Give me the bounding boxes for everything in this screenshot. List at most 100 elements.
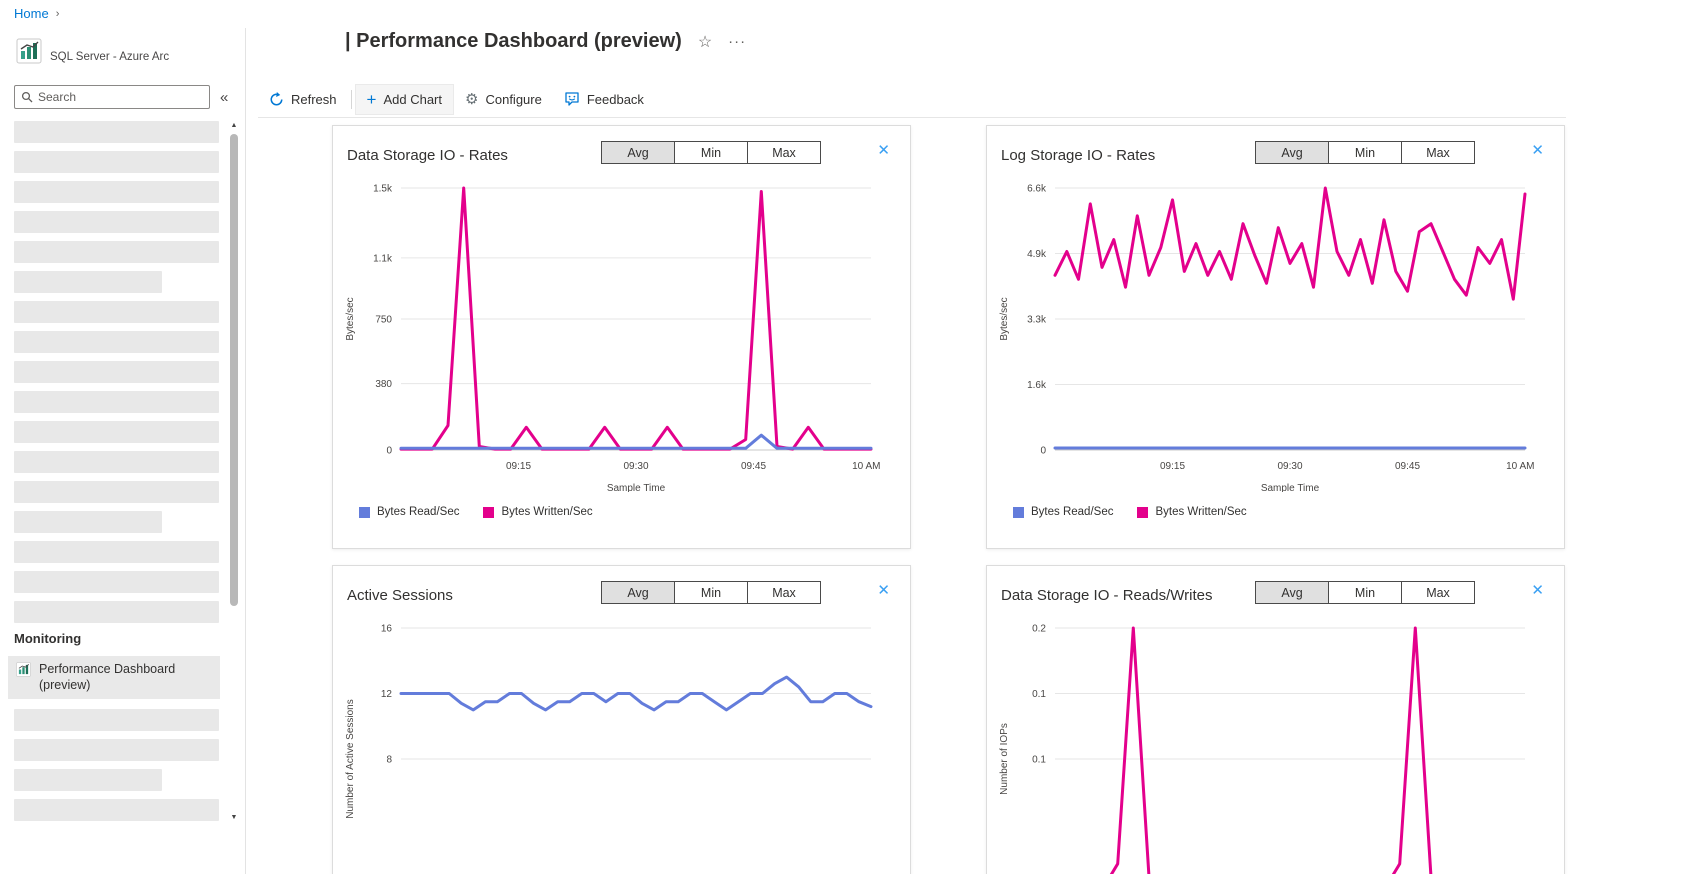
breadcrumb-chevron-icon: › (55, 7, 60, 20)
svg-text:Sample Time: Sample Time (607, 483, 666, 492)
configure-label: Configure (485, 91, 542, 107)
svg-text:0.2: 0.2 (1032, 624, 1046, 635)
min-button[interactable]: Min (674, 581, 748, 604)
nav-skeleton-item (14, 739, 219, 762)
sidebar-nav-list: Monitoring Performance Dashboard (previe… (8, 121, 220, 829)
svg-text:Number of IOPs: Number of IOPs (999, 723, 1010, 795)
nav-skeleton-item (14, 241, 219, 263)
legend-label: Bytes Read/Sec (1031, 506, 1114, 518)
avg-button[interactable]: Avg (1255, 581, 1329, 604)
chart-card-active-sessions: Active Sessions Avg Min Max ✕ 16 12 8 Numbe… (332, 565, 911, 874)
legend-item: Bytes Read/Sec (359, 506, 459, 518)
max-button[interactable]: Max (1401, 141, 1475, 164)
svg-text:750: 750 (375, 315, 392, 326)
chart-card-data-storage-io-reads-writes: Data Storage IO - Reads/Writes Avg Min M… (986, 565, 1565, 874)
avg-button[interactable]: Avg (601, 581, 675, 604)
svg-text:1.1k: 1.1k (373, 253, 393, 264)
svg-text:4.9k: 4.9k (1027, 249, 1047, 260)
max-button[interactable]: Max (747, 581, 821, 604)
svg-text:09:15: 09:15 (506, 461, 531, 472)
configure-button[interactable]: ⚙ Configure (454, 84, 553, 115)
chart-title: Data Storage IO - Rates (347, 147, 508, 164)
main-content: | Performance Dashboard (preview) ☆ ··· … (246, 0, 1708, 874)
chart-card-log-storage-io-rates: Log Storage IO - Rates Avg Min Max ✕ 6.6… (986, 125, 1565, 549)
legend-label: Bytes Written/Sec (501, 506, 593, 518)
search-input[interactable] (38, 90, 188, 104)
legend-item: Bytes Written/Sec (1137, 506, 1247, 518)
legend-swatch-blue (1013, 506, 1024, 518)
sidebar: SQL Server - Azure Arc « Monitoring (0, 28, 246, 874)
svg-text:09:30: 09:30 (623, 461, 648, 472)
svg-text:09:45: 09:45 (741, 461, 766, 472)
chart-legend: Bytes Read/Sec Bytes Written/Sec (1013, 506, 1247, 518)
svg-text:8: 8 (386, 755, 392, 766)
page-title: | Performance Dashboard (preview) (345, 30, 682, 52)
aggregation-toggle: Avg Min Max (601, 581, 821, 604)
line-chart: 1.5k 1.1k 750 380 0 09:15 09:30 09:45 10 AM Sampl… (345, 184, 880, 493)
refresh-button[interactable]: Refresh (258, 84, 348, 115)
svg-text:Number of Active Sessions: Number of Active Sessions (345, 699, 356, 819)
scroll-up-icon[interactable]: ▲ (230, 122, 238, 129)
nav-skeleton-item (14, 121, 219, 143)
add-chart-label: Add Chart (383, 91, 443, 107)
line-chart: 0.2 0.1 0.1 Number of IOPs (999, 624, 1525, 874)
scroll-down-icon[interactable]: ▼ (230, 814, 238, 821)
breadcrumb-home-link[interactable]: Home (14, 6, 49, 21)
nav-skeleton-item (14, 391, 219, 413)
min-button[interactable]: Min (674, 141, 748, 164)
resource-title: SQL Server - Azure Arc (50, 51, 170, 63)
avg-button[interactable]: Avg (1255, 141, 1329, 164)
nav-skeleton-item (14, 421, 219, 443)
legend-label: Bytes Written/Sec (1155, 506, 1247, 518)
toolbar-divider (350, 89, 352, 109)
sidebar-search-row: « (14, 85, 228, 109)
gear-icon: ⚙ (465, 90, 479, 108)
chart-title: Data Storage IO - Reads/Writes (1001, 587, 1213, 604)
search-icon (21, 91, 33, 103)
sidebar-collapse-button[interactable]: « (220, 88, 229, 106)
more-options-icon[interactable]: ··· (728, 33, 747, 50)
svg-text:0: 0 (386, 446, 392, 457)
feedback-button[interactable]: Feedback (553, 84, 655, 115)
svg-text:0.1: 0.1 (1032, 689, 1046, 700)
chart-title: Active Sessions (347, 587, 453, 604)
svg-text:10 AM: 10 AM (1506, 461, 1534, 472)
aggregation-toggle: Avg Min Max (1255, 141, 1475, 164)
sidebar-item-performance-dashboard[interactable]: Performance Dashboard (preview) (8, 656, 220, 700)
toolbar-divider-line (258, 117, 1566, 118)
close-icon[interactable]: ✕ (1531, 142, 1544, 159)
search-box[interactable] (14, 85, 210, 109)
close-icon[interactable]: ✕ (877, 142, 890, 159)
favorite-star-icon[interactable]: ☆ (697, 33, 713, 51)
line-chart: 16 12 8 Number of Active Sessions (345, 624, 873, 819)
avg-button[interactable]: Avg (601, 141, 675, 164)
nav-skeleton-item (14, 331, 219, 353)
nav-skeleton-item (14, 709, 219, 732)
svg-text:12: 12 (381, 689, 393, 700)
close-icon[interactable]: ✕ (1531, 582, 1544, 599)
chart-title: Log Storage IO - Rates (1001, 147, 1156, 164)
min-button[interactable]: Min (1328, 141, 1402, 164)
nav-skeleton-item (14, 271, 162, 293)
add-chart-button[interactable]: + Add Chart (354, 83, 455, 115)
nav-skeleton-item (14, 601, 219, 623)
scrollbar-thumb[interactable] (230, 134, 238, 606)
command-bar: Refresh + Add Chart ⚙ Configure Feedback (258, 82, 655, 116)
page-header: | Performance Dashboard (preview) ☆ ··· (345, 30, 746, 53)
nav-skeleton-item (14, 361, 219, 383)
min-button[interactable]: Min (1328, 581, 1402, 604)
svg-text:09:15: 09:15 (1160, 461, 1185, 472)
svg-text:1.6k: 1.6k (1027, 380, 1047, 391)
nav-skeleton-item (14, 769, 162, 792)
svg-text:Bytes/sec: Bytes/sec (345, 297, 356, 340)
feedback-label: Feedback (586, 91, 644, 107)
sidebar-scrollbar[interactable]: ▲ ▼ (228, 120, 240, 832)
monitoring-section-header: Monitoring (14, 631, 82, 646)
nav-skeleton-item (14, 541, 219, 563)
max-button[interactable]: Max (747, 141, 821, 164)
legend-swatch-magenta (1137, 506, 1149, 518)
nav-skeleton-item (14, 481, 219, 503)
legend-item: Bytes Written/Sec (483, 506, 593, 518)
close-icon[interactable]: ✕ (877, 582, 890, 599)
max-button[interactable]: Max (1401, 581, 1475, 604)
